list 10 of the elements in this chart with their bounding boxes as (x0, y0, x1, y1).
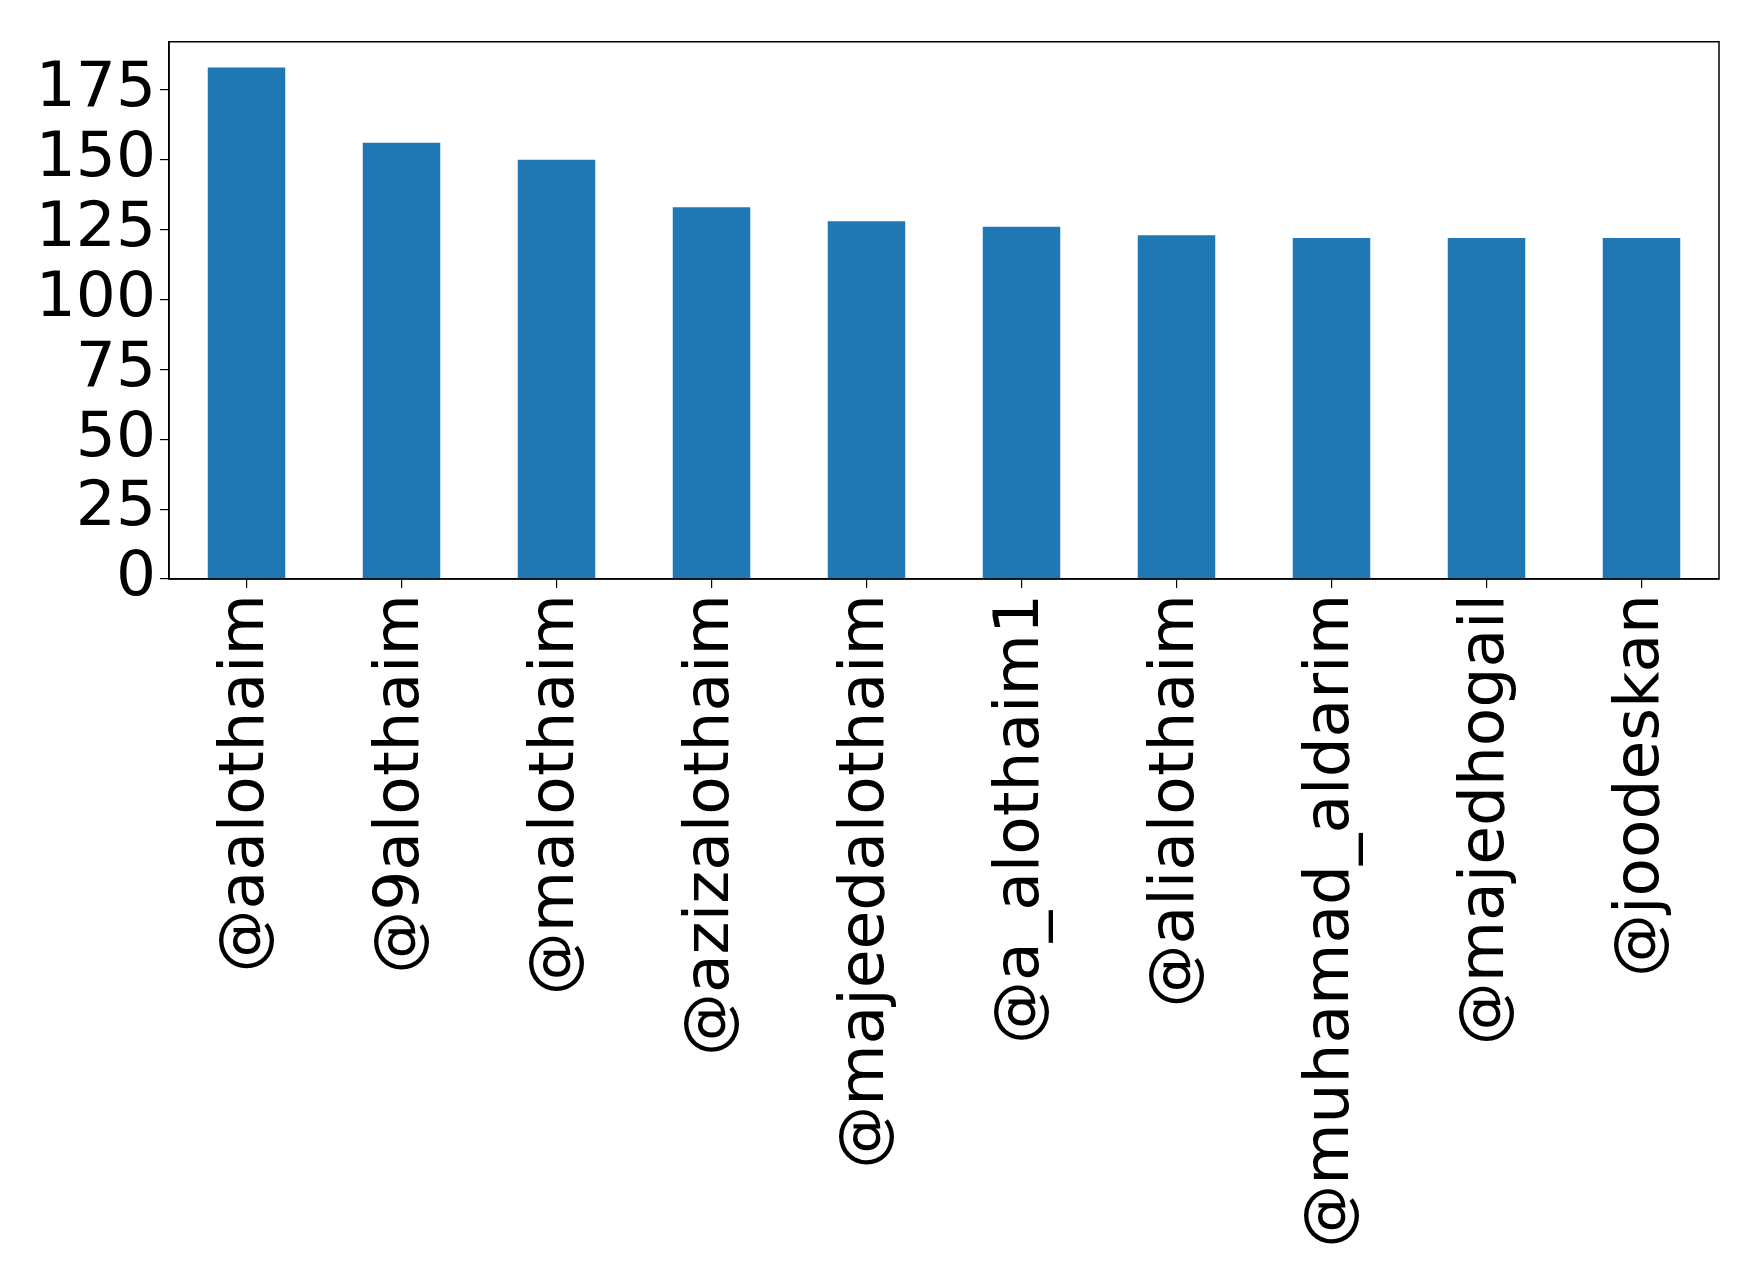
x-tick-label: @muhamad_aldarim (1289, 594, 1363, 1248)
x-tick-label: @azizalothaim (669, 594, 743, 1057)
x-tick-label: @a_alothaim1 (979, 594, 1053, 1044)
x-tick-label: @majeedalothaim (824, 594, 898, 1169)
x-tick-label: @malothaim (514, 594, 588, 996)
x-tick-label: @aalothaim (204, 594, 278, 973)
x-tick-label: @majedhogail (1444, 594, 1518, 1046)
x-tick-label: @9alothaim (359, 594, 433, 974)
x-tick-label: @alialothaim (1134, 594, 1208, 1008)
x-tick-label: @joodeskan (1599, 594, 1673, 978)
